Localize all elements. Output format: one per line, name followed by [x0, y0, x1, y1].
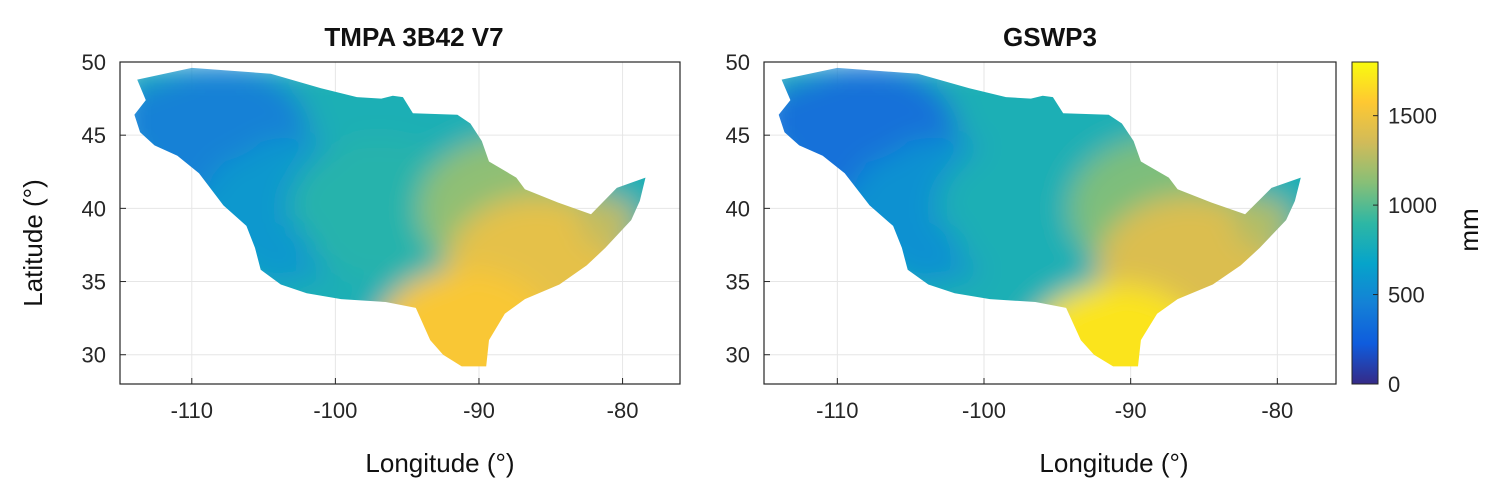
y-axis-label: Latitude (°)	[18, 179, 48, 306]
y-ticks-tmpa: 30 35 40 45 50	[82, 50, 126, 368]
y-tick-label: 35	[82, 270, 106, 295]
y-tick-label: 40	[726, 196, 750, 221]
colorbar: 0 500 1000 1500 mm	[1351, 61, 1484, 397]
y-ticks-gswp3: 30 35 40 45 50	[726, 50, 770, 368]
x-ticks-gswp3: -110 -100 -90 -80	[816, 378, 1293, 423]
y-tick-label: 45	[82, 123, 106, 148]
colorbar-ticks: 0 500 1000 1500	[1373, 104, 1437, 397]
precip-sample	[936, 137, 1120, 280]
colorbar-label: mm	[1454, 208, 1484, 251]
y-tick-label: 35	[726, 270, 750, 295]
x-tick-label: -90	[463, 398, 495, 423]
precip-sample	[288, 137, 469, 280]
x-axis-label-tmpa: Longitude (°)	[365, 448, 514, 478]
colorbar-tick-label: 500	[1388, 283, 1425, 308]
y-tick-label: 50	[82, 50, 106, 75]
plot-frame-tmpa	[119, 61, 681, 385]
y-tick-label: 45	[726, 123, 750, 148]
colorbar-tick-label: 0	[1388, 372, 1400, 397]
colorbar-tick-label: 1000	[1388, 193, 1437, 218]
colorbar-gradient	[1351, 61, 1379, 385]
panel-gswp3: GSWP3 -110 -100 -90 -80 30 35 40 45 50 Longitud…	[726, 22, 1337, 478]
panel-title-gswp3: GSWP3	[1003, 22, 1097, 52]
x-tick-label: -80	[607, 398, 639, 423]
x-tick-label: -110	[816, 398, 858, 423]
y-tick-label: 30	[726, 343, 750, 368]
x-tick-label: -100	[962, 398, 1006, 423]
y-tick-label: 50	[726, 50, 750, 75]
panel-tmpa: TMPA 3B42 V7 -110 -100 -90 -80 30 35 40 45 50 L…	[82, 22, 681, 478]
x-tick-label: -80	[1261, 398, 1293, 423]
y-tick-label: 40	[82, 196, 106, 221]
x-ticks-tmpa: -110 -100 -90 -80	[171, 378, 639, 423]
colorbar-tick-label: 1500	[1388, 104, 1437, 129]
x-tick-label: -110	[171, 398, 213, 423]
y-tick-label: 30	[82, 343, 106, 368]
x-tick-label: -90	[1115, 398, 1147, 423]
panel-title-tmpa: TMPA 3B42 V7	[324, 22, 503, 52]
x-tick-label: -100	[313, 398, 357, 423]
x-axis-label-gswp3: Longitude (°)	[1039, 448, 1188, 478]
plot-frame-gswp3	[763, 61, 1337, 385]
